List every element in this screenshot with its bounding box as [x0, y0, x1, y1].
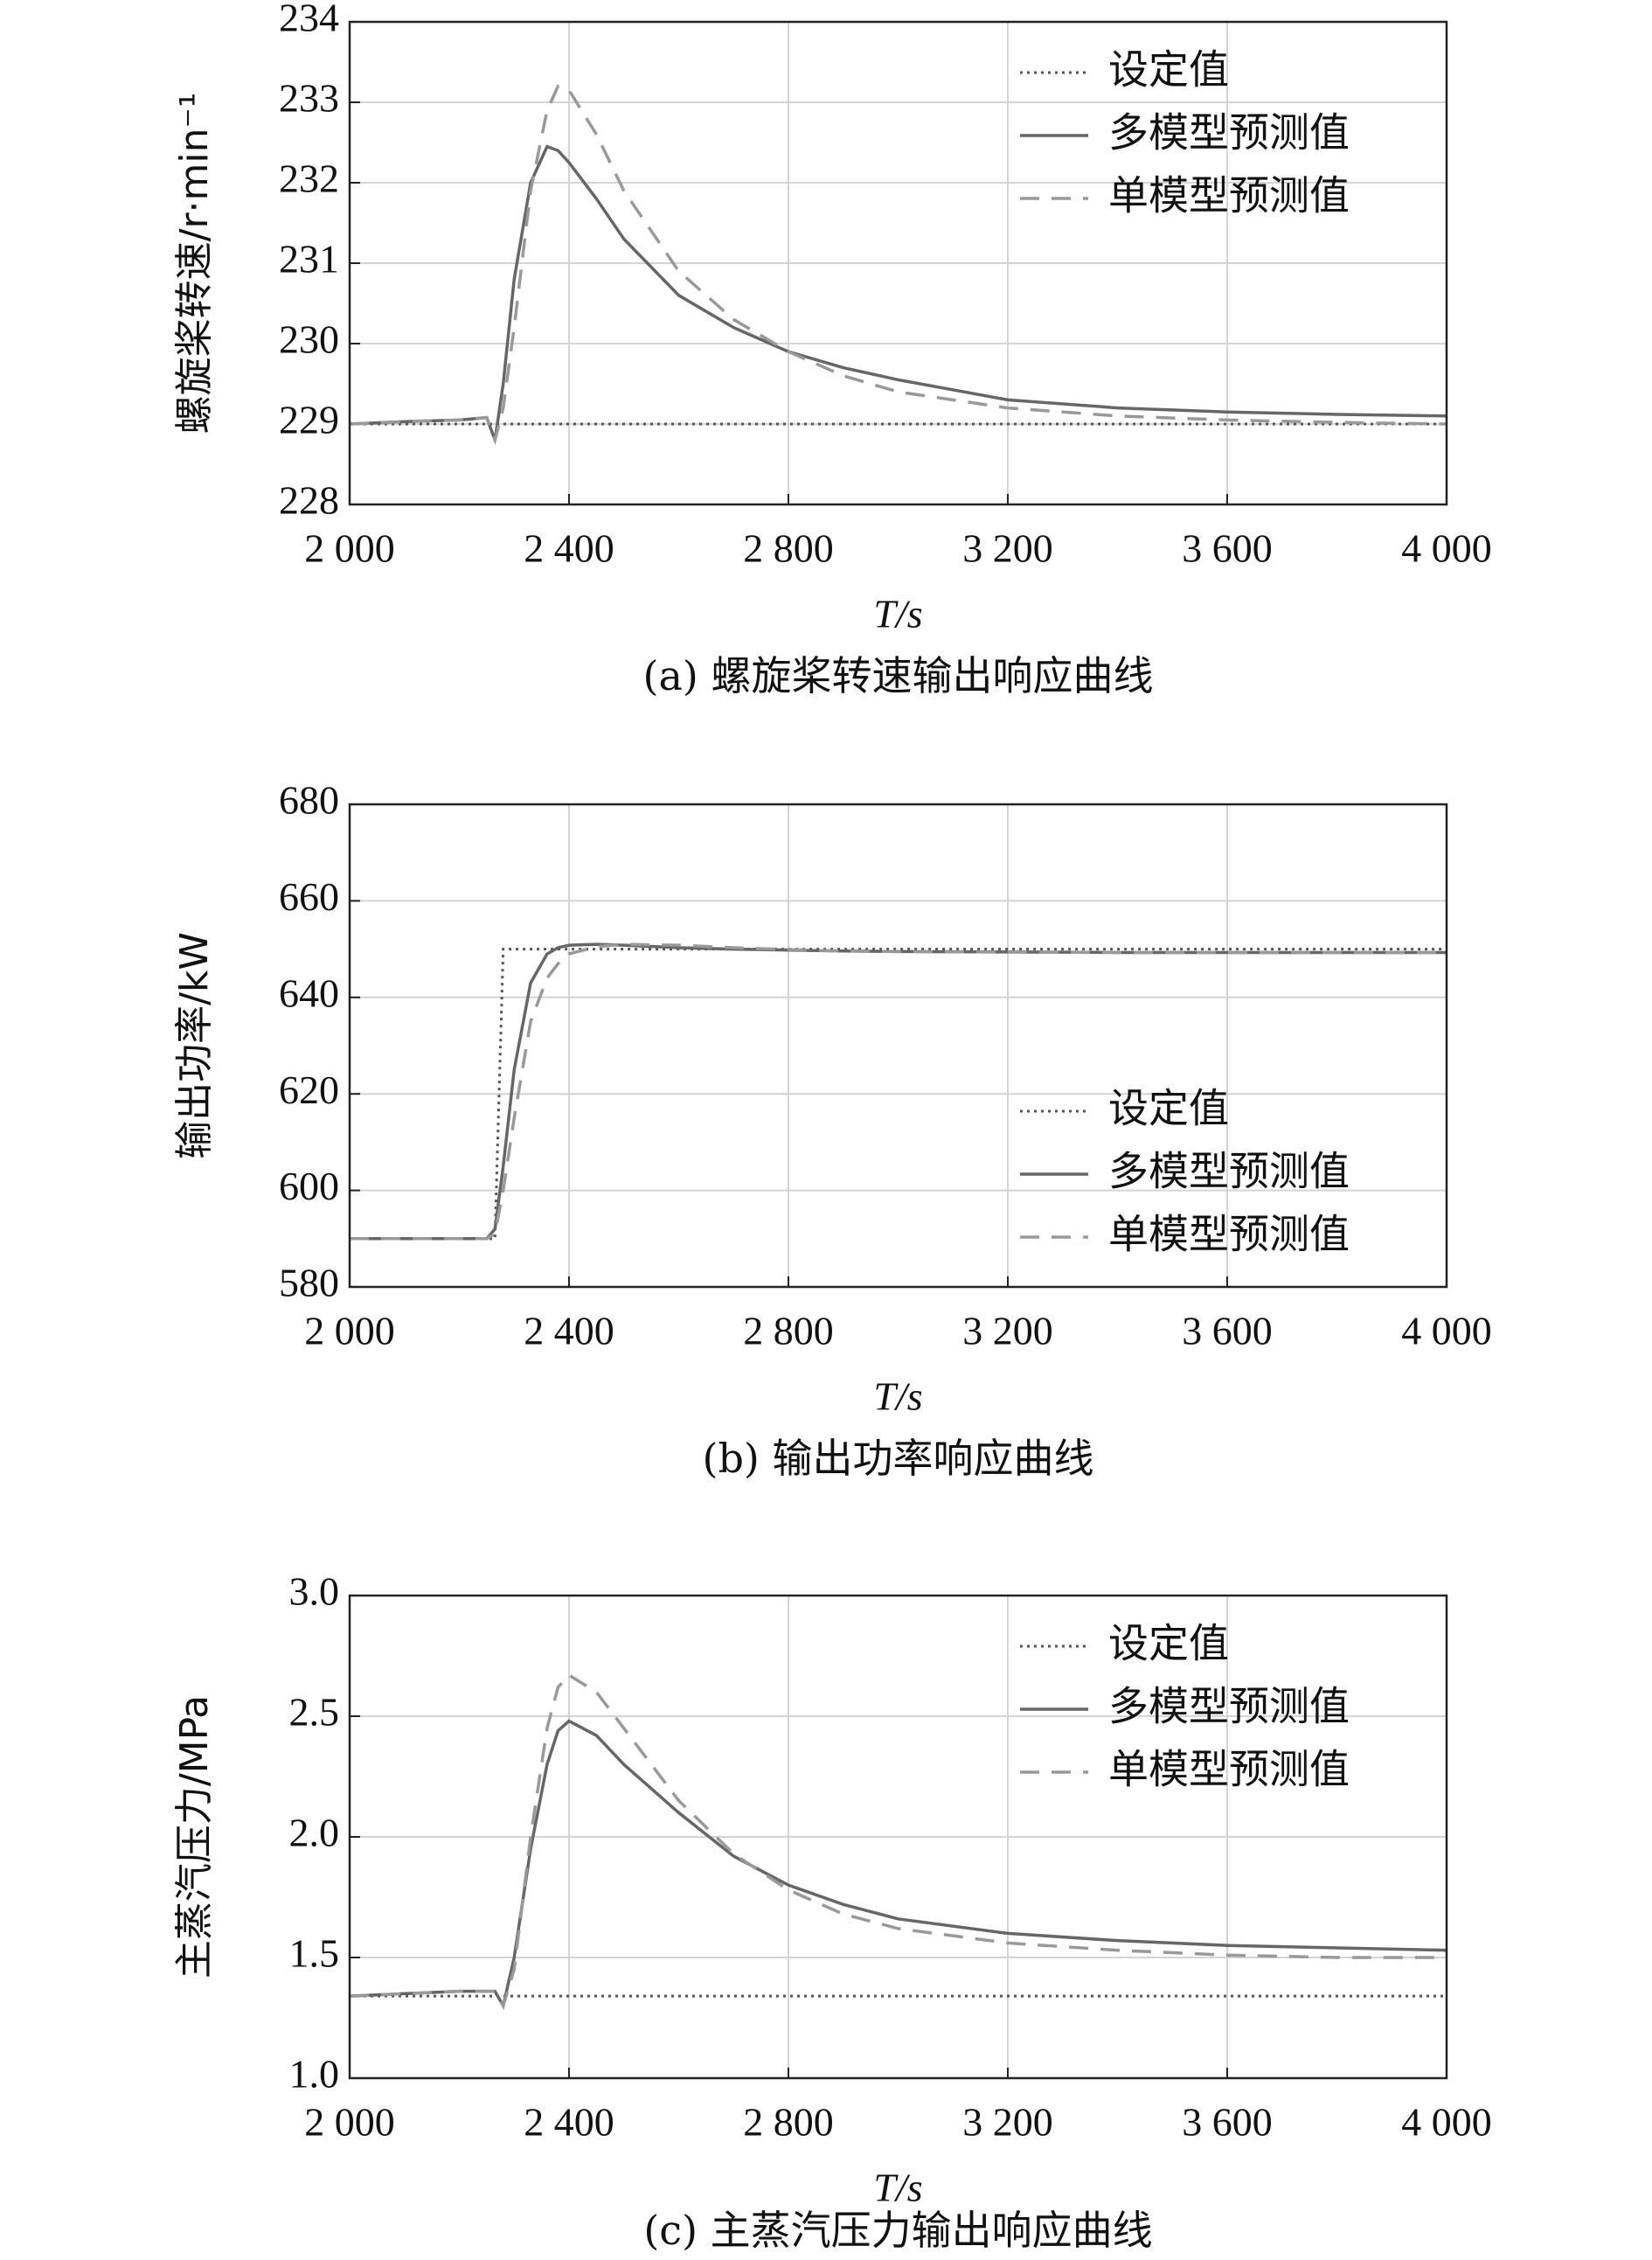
y-tick-label: 600 — [279, 1164, 339, 1208]
x-tick-label: 2 800 — [743, 2100, 834, 2145]
y-tick-label: 680 — [279, 778, 339, 823]
x-tick-label: 3 600 — [1182, 1309, 1273, 1353]
x-tick-label: 3 200 — [962, 1309, 1053, 1353]
x-tick-label: 3 200 — [962, 2100, 1053, 2145]
series-line — [350, 942, 1447, 1241]
series-line — [349, 84, 1447, 446]
x-tick-label: 2 800 — [743, 526, 834, 571]
y-tick-label: 660 — [279, 874, 339, 919]
y-tick-label: 231 — [279, 237, 339, 282]
chart: 580 600 620 640 660 680 2 000 2 400 2 800 3 200 3 … — [172, 778, 1492, 1482]
plot-frame — [348, 20, 1448, 506]
x-axis-label: T/s — [873, 2166, 922, 2210]
plot-frame — [348, 1594, 1448, 2080]
legend-label: 单模型预测值 — [1108, 1746, 1350, 1793]
y-tick-label: 620 — [279, 1067, 339, 1112]
y-tick-label: 2.5 — [289, 1690, 340, 1735]
x-tick-label: 2 400 — [524, 2100, 614, 2145]
y-tick-label: 1.0 — [289, 2052, 340, 2097]
x-tick-label: 2 000 — [304, 1309, 395, 1353]
x-tick-label: 2 000 — [304, 2100, 395, 2145]
series-line — [349, 144, 1447, 442]
y-tick-label: 640 — [279, 970, 339, 1015]
x-axis-label: T/s — [873, 1374, 922, 1419]
y-tick-label: 580 — [279, 1261, 339, 1305]
caption: (c) 主蒸汽压力输出响应曲线 — [643, 2207, 1152, 2254]
x-tick-label: 2 400 — [524, 1309, 614, 1353]
y-tick-label: 232 — [279, 156, 339, 201]
series-line — [349, 1672, 1447, 2010]
caption: (b) 输出功率响应曲线 — [703, 1435, 1094, 1482]
y-tick-label: 3.0 — [289, 1569, 340, 1614]
chart: 1.0 1.5 2.0 2.5 3.0 2 000 2 400 2 800 3 200 3 600… — [172, 1569, 1492, 2254]
y-tick-label: 228 — [279, 478, 339, 523]
chart: 228 229 230 231 232 233 234 2 000 2 400 2 800 3 20… — [172, 0, 1492, 699]
y-tick-label: 230 — [279, 317, 339, 362]
y-axis-label: 螺旋桨转速/r·min⁻¹ — [172, 93, 217, 435]
y-tick-label: 2.0 — [289, 1811, 340, 1855]
legend-label: 设定值 — [1108, 1620, 1229, 1667]
x-tick-label: 2 000 — [304, 526, 395, 571]
y-axis-label: 主蒸汽压力/MPa — [172, 1695, 217, 1978]
legend-label: 单模型预测值 — [1108, 172, 1350, 219]
y-tick-label: 234 — [279, 0, 339, 40]
legend-label: 多模型预测值 — [1108, 1683, 1350, 1730]
y-tick-label: 229 — [279, 398, 339, 442]
x-tick-label: 2 800 — [743, 1309, 834, 1353]
x-tick-label: 4 000 — [1401, 1309, 1492, 1353]
legend-label: 设定值 — [1108, 46, 1229, 94]
plot-frame — [348, 803, 1448, 1289]
x-axis-label: T/s — [873, 592, 922, 636]
legend-label: 设定值 — [1108, 1085, 1229, 1132]
x-tick-label: 3 600 — [1182, 2100, 1273, 2145]
caption: (a) 螺旋桨转速输出响应曲线 — [643, 652, 1154, 699]
legend-label: 多模型预测值 — [1108, 109, 1350, 156]
y-tick-label: 233 — [279, 76, 339, 121]
y-tick-label: 1.5 — [289, 1931, 340, 1976]
x-tick-label: 4 000 — [1401, 526, 1492, 571]
y-axis-label: 输出功率/kW — [172, 932, 217, 1159]
legend-label: 多模型预测值 — [1108, 1148, 1350, 1195]
legend-label: 单模型预测值 — [1108, 1211, 1350, 1258]
x-tick-label: 3 200 — [962, 526, 1053, 571]
x-tick-label: 2 400 — [524, 526, 614, 571]
x-tick-label: 3 600 — [1182, 526, 1273, 571]
x-tick-label: 4 000 — [1401, 2100, 1492, 2145]
